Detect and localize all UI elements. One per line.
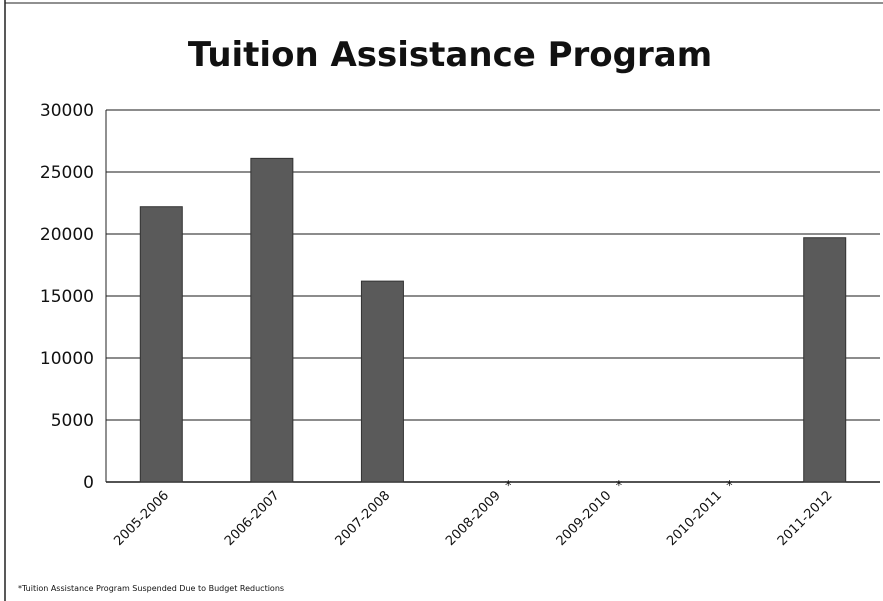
bars <box>139 157 847 483</box>
y-tick-label: 10000 <box>40 349 94 369</box>
y-tick-label: 5000 <box>51 411 94 431</box>
x-tick-label: 2005-2006 <box>111 488 172 549</box>
y-tick-label: 0 <box>83 473 94 493</box>
x-tick-label: 2010-2011 <box>664 488 725 549</box>
x-tick-label: 2006-2007 <box>222 488 283 549</box>
bar-2011-2012 <box>803 237 847 483</box>
chart-title: Tuition Assistance Program <box>188 35 712 75</box>
y-axis-ticks: 0 5000 10000 15000 20000 25000 30000 <box>40 101 94 493</box>
x-tick-label: 2011-2012 <box>775 488 836 549</box>
x-tick-footnote-marker: * <box>505 479 512 494</box>
y-tick-label: 25000 <box>40 163 94 183</box>
y-tick-label: 20000 <box>40 225 94 245</box>
x-tick-label: 2007-2008 <box>333 488 394 549</box>
y-tick-label: 15000 <box>40 287 94 307</box>
bar-2006-2007 <box>250 157 294 483</box>
x-tick-footnote-marker: * <box>726 479 733 494</box>
bar-2007-2008 <box>360 280 404 483</box>
bar-2005-2006 <box>139 206 183 483</box>
gridlines <box>106 109 880 483</box>
x-tick-label: 2008-2009 <box>443 488 504 549</box>
footnote: *Tuition Assistance Program Suspended Du… <box>18 584 284 593</box>
x-tick-label: 2009-2010 <box>554 488 615 549</box>
y-tick-label: 30000 <box>40 101 94 121</box>
x-axis-labels: 2005-2006 2006-2007 2007-2008 2008-2009*200… <box>111 479 835 549</box>
x-tick-footnote-marker: * <box>616 479 623 494</box>
